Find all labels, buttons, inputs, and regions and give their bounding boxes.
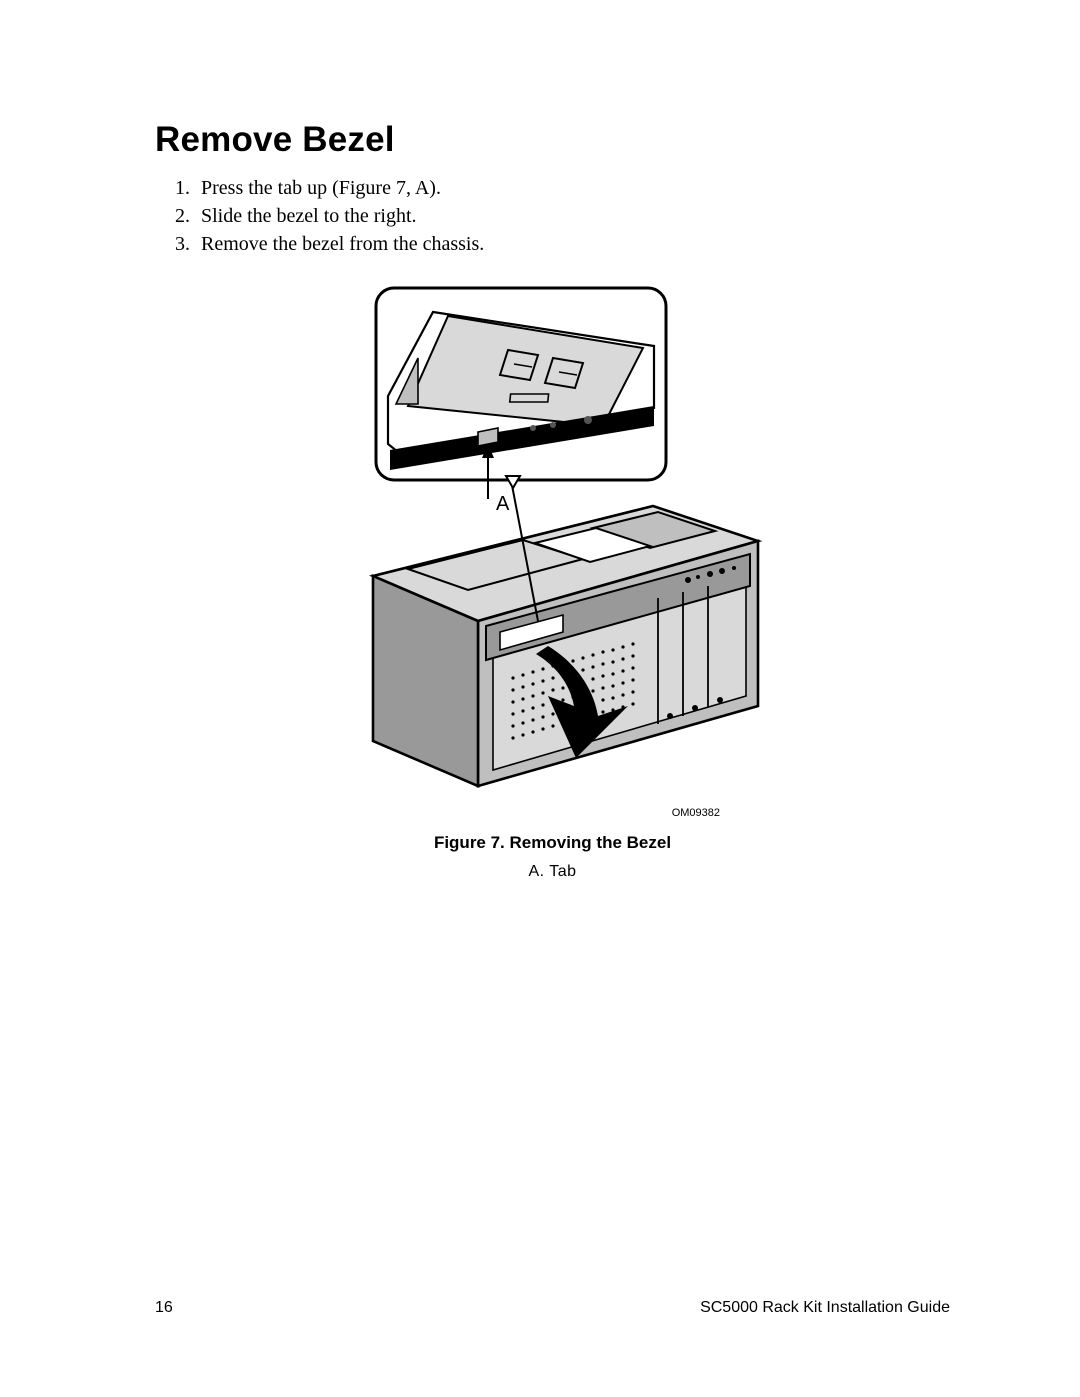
step-list: Press the tab up (Figure 7, A). Slide th… <box>195 174 950 258</box>
figure-container: A OM09382 Figure 7. Removing the Bezel A… <box>155 276 950 881</box>
step-item: Press the tab up (Figure 7, A). <box>195 174 950 202</box>
detail-dot <box>550 422 556 428</box>
figure-caption: Figure 7. Removing the Bezel <box>155 833 950 853</box>
page-number: 16 <box>155 1299 173 1317</box>
bezel-dot <box>719 568 725 574</box>
callout-label: A <box>496 493 510 515</box>
bay-dot <box>692 705 698 711</box>
page-heading: Remove Bezel <box>155 120 950 160</box>
step-item: Remove the bezel from the chassis. <box>195 230 950 258</box>
step-item: Slide the bezel to the right. <box>195 202 950 230</box>
detail-dot <box>530 425 536 431</box>
bezel-diagram: A <box>338 276 768 796</box>
bezel-dot <box>732 566 736 570</box>
detail-dot <box>584 416 592 424</box>
figure-image-ref: OM09382 <box>155 807 720 819</box>
figure-legend: A. Tab <box>155 863 950 881</box>
bezel-dot <box>707 571 713 577</box>
doc-title: SC5000 Rack Kit Installation Guide <box>700 1299 950 1317</box>
detail-tab <box>478 428 498 446</box>
callout-leader-tail <box>506 476 520 488</box>
bay-dot <box>717 697 723 703</box>
bezel-dot <box>696 575 700 579</box>
bay-dot <box>667 713 673 719</box>
bezel-dot <box>685 577 691 583</box>
page-footer: 16 SC5000 Rack Kit Installation Guide <box>0 1299 1080 1317</box>
